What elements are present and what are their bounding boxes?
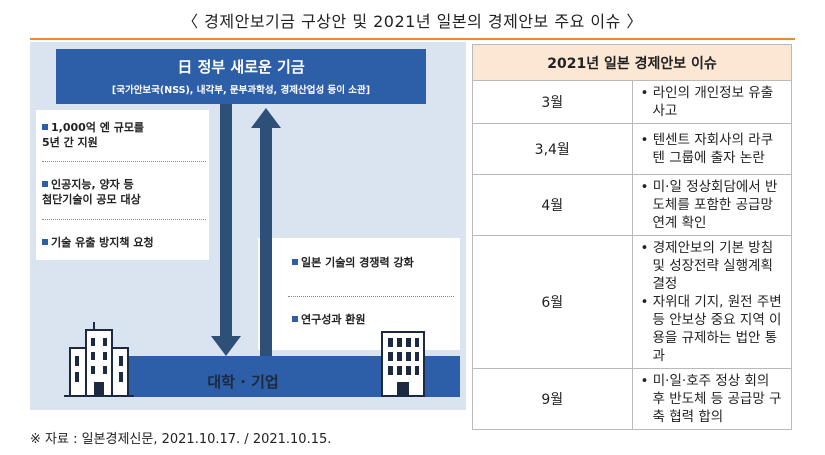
month-cell: 9월 xyxy=(472,368,633,430)
government-fund-box: 日 정부 새로운 기금 [국가안보국(NSS), 내각부, 문부과학성, 경제산… xyxy=(56,49,426,104)
issue-cell: • 라인의 개인정보 유출 사고 xyxy=(631,80,792,124)
support-panel xyxy=(36,110,209,260)
university-company-label: 대학 · 기업 xyxy=(207,373,279,391)
issue-cell: • 경제안보의 기본 방침 및 성장전략 실행계획 결정 • 자위대 기지, 원… xyxy=(631,235,792,369)
return-item-competitiveness: 일본 기술의 경쟁력 강화 xyxy=(292,255,414,270)
support-item-budget: 1,000억 엔 규모를 5년 간 지원 xyxy=(42,121,145,149)
issue-cell: • 미·일 정상회담에서 반도체를 포함한 공급망 연계 확인 xyxy=(631,174,792,236)
month-cell: 3,4월 xyxy=(472,123,633,175)
issues-table-header: 2021년 일본 경제안보 이슈 xyxy=(472,44,792,81)
month-cell: 3월 xyxy=(472,80,633,124)
table-row: 3월 • 라인의 개인정보 유출 사고 xyxy=(472,80,792,124)
government-fund-title: 日 정부 새로운 기금 xyxy=(177,58,305,76)
return-item-research: 연구성과 환원 xyxy=(292,312,366,327)
return-panel xyxy=(258,238,460,350)
support-item-leak-prevention: 기술 유출 방지책 요청 xyxy=(42,235,154,250)
table-row: 6월 • 경제안보의 기본 방침 및 성장전략 실행계획 결정 • 자위대 기지… xyxy=(472,235,792,369)
table-row: 3,4월 • 텐센트 자회사의 라쿠텐 그룹에 출자 논란 xyxy=(472,123,792,175)
support-item-tech: 인공지능, 양자 등 첨단기술이 공모 대상 xyxy=(42,178,141,206)
up-arrow-icon xyxy=(251,108,281,128)
down-arrow-icon xyxy=(211,336,241,356)
issue-cell: • 텐센트 자회사의 라쿠텐 그룹에 출자 논란 xyxy=(631,123,792,175)
down-arrow-shaft xyxy=(220,104,232,340)
divider xyxy=(42,219,206,220)
month-cell: 4월 xyxy=(472,174,633,236)
issue-cell: • 미·일·호주 정상 회의 후 반도체 등 공급망 구축 협력 합의 xyxy=(631,368,792,430)
table-row: 4월 • 미·일 정상회담에서 반도체를 포함한 공급망 연계 확인 xyxy=(472,174,792,236)
divider xyxy=(42,161,206,162)
divider xyxy=(288,296,454,297)
university-building-icon xyxy=(64,322,134,397)
title-underline xyxy=(30,38,795,40)
table-row: 9월 • 미·일·호주 정상 회의 후 반도체 등 공급망 구축 협력 합의 xyxy=(472,368,792,430)
issues-table: 2021년 일본 경제안보 이슈 3월 • 라인의 개인정보 유출 사고 3,4… xyxy=(472,44,792,430)
government-fund-subtitle: [국가안보국(NSS), 내각부, 문부과학성, 경제산업성 등이 소관] xyxy=(111,85,371,96)
company-building-icon xyxy=(381,331,425,397)
page-title: 〈 경제안보기금 구상안 및 2021년 일본의 경제안보 주요 이슈 〉 xyxy=(182,12,643,31)
month-cell: 6월 xyxy=(472,235,633,369)
up-arrow-shaft xyxy=(260,126,272,356)
source-note: ※ 자료 : 일본경제신문, 2021.10.17. / 2021.10.15. xyxy=(30,432,332,447)
